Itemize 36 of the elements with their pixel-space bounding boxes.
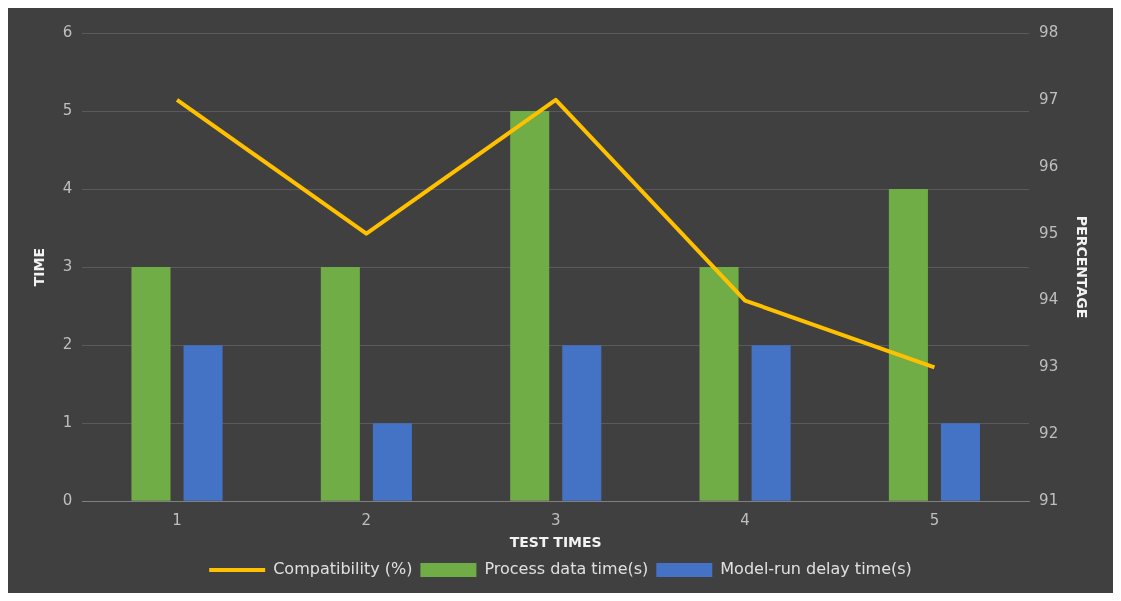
legend-label: Process data time(s) (484, 559, 649, 579)
y2-tick-label: 98 (1039, 22, 1059, 41)
x-axis-title: TEST TIMES (509, 534, 602, 551)
bar (562, 345, 602, 501)
x-tick-label: 2 (361, 511, 372, 530)
bar (699, 267, 739, 501)
y-axis-title: TIME (31, 247, 48, 287)
y2-tick-label: 95 (1039, 223, 1059, 242)
bar (320, 267, 360, 501)
bar (751, 345, 791, 501)
y2-tick-label: 97 (1039, 89, 1059, 108)
y-tick-label: 0 (62, 491, 73, 510)
y2-axis-title: PERCENTAGE (1073, 215, 1090, 319)
y-tick-label: 5 (62, 100, 73, 119)
x-tick-label: 3 (550, 511, 561, 530)
bar (510, 111, 550, 501)
y-tick-label: 4 (62, 178, 73, 197)
legend-label: Model-run delay time(s) (720, 559, 912, 579)
x-tick-label: 4 (740, 511, 750, 530)
x-tick-label: 5 (929, 511, 940, 530)
y2-tick-label: 94 (1039, 290, 1059, 309)
y2-tick-label: 91 (1039, 491, 1059, 510)
y-tick-label: 6 (62, 22, 73, 41)
legend-label: Compatibility (%) (273, 559, 413, 579)
x-tick-label: 1 (172, 511, 182, 530)
bar (131, 267, 171, 501)
y-tick-label: 2 (62, 335, 73, 354)
bar (183, 345, 223, 501)
bar (940, 423, 980, 501)
y-tick-label: 1 (62, 413, 73, 432)
bar (888, 189, 928, 501)
y2-tick-label: 96 (1039, 156, 1059, 175)
bar (372, 423, 412, 501)
y2-tick-label: 92 (1039, 424, 1059, 443)
y2-tick-label: 93 (1039, 357, 1059, 376)
y-tick-label: 3 (62, 256, 73, 275)
